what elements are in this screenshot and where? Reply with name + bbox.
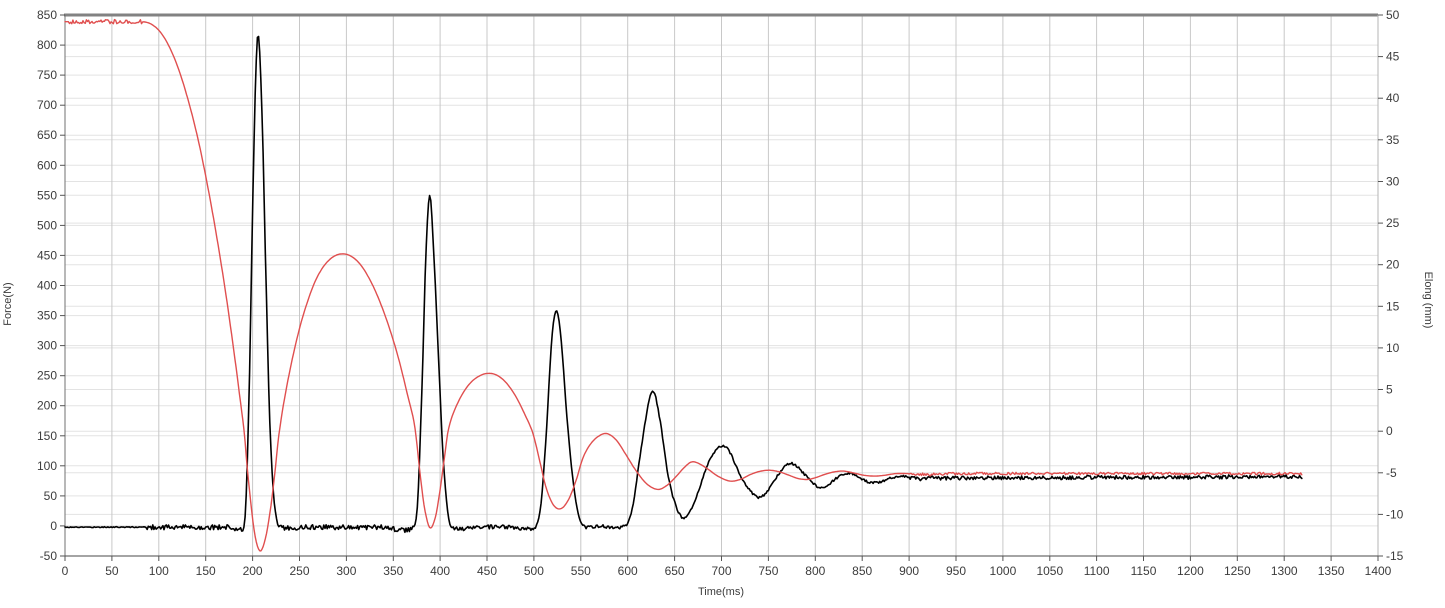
y-left-tick-label: 350 bbox=[37, 309, 57, 323]
y-left-tick-label: 750 bbox=[37, 68, 57, 82]
x-tick-label: 0 bbox=[62, 564, 69, 578]
y-right-tick-label: 35 bbox=[1386, 133, 1400, 147]
y-left-tick-label: 450 bbox=[37, 248, 57, 262]
x-tick-label: 300 bbox=[336, 564, 356, 578]
x-tick-label: 350 bbox=[383, 564, 403, 578]
x-tick-label: 900 bbox=[899, 564, 919, 578]
x-tick-label: 1300 bbox=[1271, 564, 1298, 578]
x-tick-label: 50 bbox=[105, 564, 119, 578]
y-left-tick-label: 200 bbox=[37, 399, 57, 413]
x-tick-label: 700 bbox=[711, 564, 731, 578]
y-left-tick-label: -50 bbox=[40, 549, 58, 563]
x-tick-label: 1150 bbox=[1131, 564, 1157, 578]
x-tick-label: 1250 bbox=[1224, 564, 1251, 578]
x-tick-label: 550 bbox=[571, 564, 591, 578]
y-left-tick-label: 500 bbox=[37, 218, 57, 232]
elong-series-line bbox=[64, 18, 1303, 552]
x-tick-label: 1400 bbox=[1365, 564, 1392, 578]
y-left-tick-label: 150 bbox=[37, 429, 57, 443]
y-axis-title-left: Force(N) bbox=[2, 282, 14, 326]
x-tick-label: 250 bbox=[289, 564, 309, 578]
y-axis-title-right: Elong (mm) bbox=[1422, 271, 1434, 329]
y-left-tick-label: 300 bbox=[37, 339, 57, 353]
x-tick-label: 1100 bbox=[1084, 564, 1110, 578]
x-tick-label: 1200 bbox=[1177, 564, 1204, 578]
x-tick-label: 1350 bbox=[1318, 564, 1345, 578]
y-left-tick-label: 700 bbox=[37, 98, 57, 112]
x-tick-label: 500 bbox=[524, 564, 544, 578]
x-tick-label: 150 bbox=[196, 564, 216, 578]
x-tick-label: 400 bbox=[430, 564, 450, 578]
x-tick-label: 1050 bbox=[1036, 564, 1063, 578]
y-right-tick-label: -15 bbox=[1386, 549, 1404, 563]
x-axis-title: Time(ms) bbox=[697, 586, 745, 598]
y-left-tick-label: 100 bbox=[37, 459, 57, 473]
y-right-tick-label: 15 bbox=[1386, 299, 1400, 313]
x-tick-label: 200 bbox=[243, 564, 263, 578]
y-left-tick-label: 0 bbox=[50, 519, 57, 533]
x-tick-label: 800 bbox=[805, 564, 825, 578]
force-series-line bbox=[64, 35, 1303, 534]
y-right-tick-label: 45 bbox=[1386, 50, 1400, 64]
y-right-tick-label: 20 bbox=[1386, 258, 1400, 272]
x-tick-label: 650 bbox=[665, 564, 685, 578]
x-tick-label: 1000 bbox=[990, 564, 1017, 578]
y-left-tick-label: 250 bbox=[37, 369, 57, 383]
y-left-tick-label: 400 bbox=[37, 279, 57, 293]
y-right-tick-label: 50 bbox=[1386, 8, 1400, 22]
y-left-tick-label: 600 bbox=[37, 158, 57, 172]
y-right-tick-label: -10 bbox=[1386, 507, 1404, 521]
y-right-tick-label: 10 bbox=[1386, 341, 1400, 355]
y-right-tick-label: -5 bbox=[1386, 466, 1397, 480]
x-tick-label: 100 bbox=[149, 564, 169, 578]
y-left-tick-label: 50 bbox=[44, 489, 58, 503]
y-right-tick-label: 40 bbox=[1386, 91, 1400, 105]
y-left-tick-label: 650 bbox=[37, 128, 57, 142]
y-left-tick-label: 800 bbox=[37, 38, 57, 52]
y-right-tick-label: 30 bbox=[1386, 175, 1400, 189]
y-right-tick-label: 0 bbox=[1386, 424, 1393, 438]
x-tick-label: 950 bbox=[946, 564, 966, 578]
x-tick-label: 750 bbox=[758, 564, 778, 578]
y-right-tick-label: 5 bbox=[1386, 383, 1393, 397]
y-left-tick-label: 850 bbox=[37, 8, 57, 22]
y-right-tick-label: 25 bbox=[1386, 216, 1400, 230]
x-tick-label: 450 bbox=[477, 564, 497, 578]
x-tick-label: 850 bbox=[852, 564, 872, 578]
y-left-tick-label: 550 bbox=[37, 188, 57, 202]
x-tick-label: 600 bbox=[618, 564, 638, 578]
